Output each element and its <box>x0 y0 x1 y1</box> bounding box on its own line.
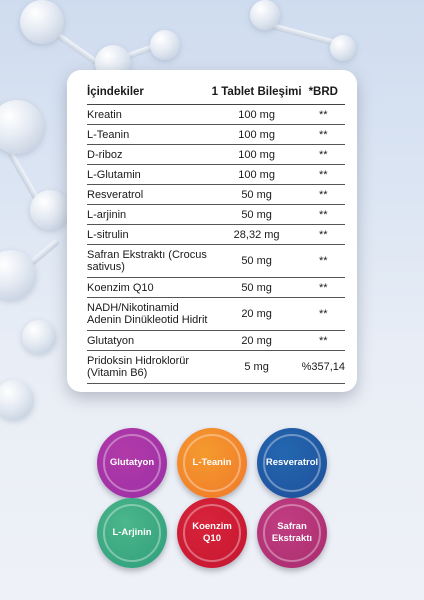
ingredient-brd: ** <box>301 124 345 145</box>
ingredient-amount: 20 mg <box>211 330 302 351</box>
table-row: Pridoksin Hidroklorür (Vitamin B6) 5 mg %3… <box>87 350 345 384</box>
badge-resveratrol: Resveratrol <box>257 428 327 498</box>
ingredients-table: İçindekiler 1 Tablet Bileşimi *BRD Kreat… <box>87 86 345 384</box>
ingredient-name: Kreatin <box>87 104 212 125</box>
ingredient-brd: ** <box>301 184 345 205</box>
ingredient-name: L-sitrulin <box>87 224 212 245</box>
table-row: Resveratrol 50 mg ** <box>87 184 345 205</box>
badge-label: L-Teanin <box>192 457 232 468</box>
badge-label: Glutatyon <box>109 457 155 468</box>
table-row: Safran Ekstraktı (Crocus sativus) 50 mg ** <box>87 244 345 278</box>
badge-label: Resveratrol <box>265 457 319 468</box>
ingredient-brd: ** <box>301 104 345 125</box>
ingredients-card: İçindekiler 1 Tablet Bileşimi *BRD Kreat… <box>67 70 357 392</box>
ingredient-name: L-Teanin <box>87 124 212 145</box>
badge-glutatyon: Glutatyon <box>97 428 167 498</box>
ingredient-amount: 50 mg <box>211 277 302 298</box>
ingredient-name: Koenzim Q10 <box>87 277 212 298</box>
ingredient-name: NADH/Nikotinamid Adenin Dinükleotid Hidr… <box>87 297 212 331</box>
ingredient-name: D-riboz <box>87 144 212 165</box>
ingredient-brd: ** <box>301 330 345 351</box>
ingredient-brd: %357,14 <box>301 350 345 384</box>
table-row: D-riboz 100 mg ** <box>87 144 345 165</box>
ingredient-amount: 5 mg <box>211 350 302 384</box>
table-row: Koenzim Q10 50 mg ** <box>87 277 345 298</box>
header-ingredients: İçindekiler <box>87 86 212 105</box>
table-row: L-Teanin 100 mg ** <box>87 124 345 145</box>
ingredient-amount: 100 mg <box>211 164 302 185</box>
ingredient-brd: ** <box>301 224 345 245</box>
table-row: Glutatyon 20 mg ** <box>87 330 345 351</box>
table-row: L-Glutamin 100 mg ** <box>87 164 345 185</box>
badge-label: L-Arjinin <box>112 527 152 538</box>
ingredient-amount: 100 mg <box>211 144 302 165</box>
ingredient-amount: 100 mg <box>211 124 302 145</box>
table-row: Kreatin 100 mg ** <box>87 104 345 125</box>
ingredient-amount: 28,32 mg <box>211 224 302 245</box>
ingredient-name: Safran Ekstraktı (Crocus sativus) <box>87 244 212 278</box>
table-row: NADH/Nikotinamid Adenin Dinükleotid Hidr… <box>87 297 345 331</box>
ingredient-brd: ** <box>301 144 345 165</box>
ingredient-brd: ** <box>301 297 345 331</box>
ingredient-amount: 20 mg <box>211 297 302 331</box>
ingredient-brd: ** <box>301 204 345 225</box>
table-header-row: İçindekiler 1 Tablet Bileşimi *BRD <box>87 86 345 105</box>
ingredient-brd: ** <box>301 244 345 278</box>
badge-label: Safran Ekstraktı <box>271 521 313 544</box>
ingredient-amount: 50 mg <box>211 184 302 205</box>
ingredient-name: L-arjinin <box>87 204 212 225</box>
header-brd: *BRD <box>301 86 345 105</box>
header-tablet-composition: 1 Tablet Bileşimi <box>211 86 302 105</box>
badge-l-teanin: L-Teanin <box>177 428 247 498</box>
ingredient-name: L-Glutamin <box>87 164 212 185</box>
badge-label: Koenzim Q10 <box>192 521 232 544</box>
ingredient-brd: ** <box>301 277 345 298</box>
badge-l-arjinin: L-Arjinin <box>97 498 167 568</box>
badge-koenzim-q10: Koenzim Q10 <box>177 498 247 568</box>
ingredient-name: Pridoksin Hidroklorür (Vitamin B6) <box>87 350 212 384</box>
table-row: L-arjinin 50 mg ** <box>87 204 345 225</box>
table-row: L-sitrulin 28,32 mg ** <box>87 224 345 245</box>
ingredient-name: Glutatyon <box>87 330 212 351</box>
badge-safran-ekstrakti: Safran Ekstraktı <box>257 498 327 568</box>
ingredient-brd: ** <box>301 164 345 185</box>
ingredient-name: Resveratrol <box>87 184 212 205</box>
ingredient-amount: 50 mg <box>211 244 302 278</box>
ingredient-amount: 100 mg <box>211 104 302 125</box>
ingredient-amount: 50 mg <box>211 204 302 225</box>
